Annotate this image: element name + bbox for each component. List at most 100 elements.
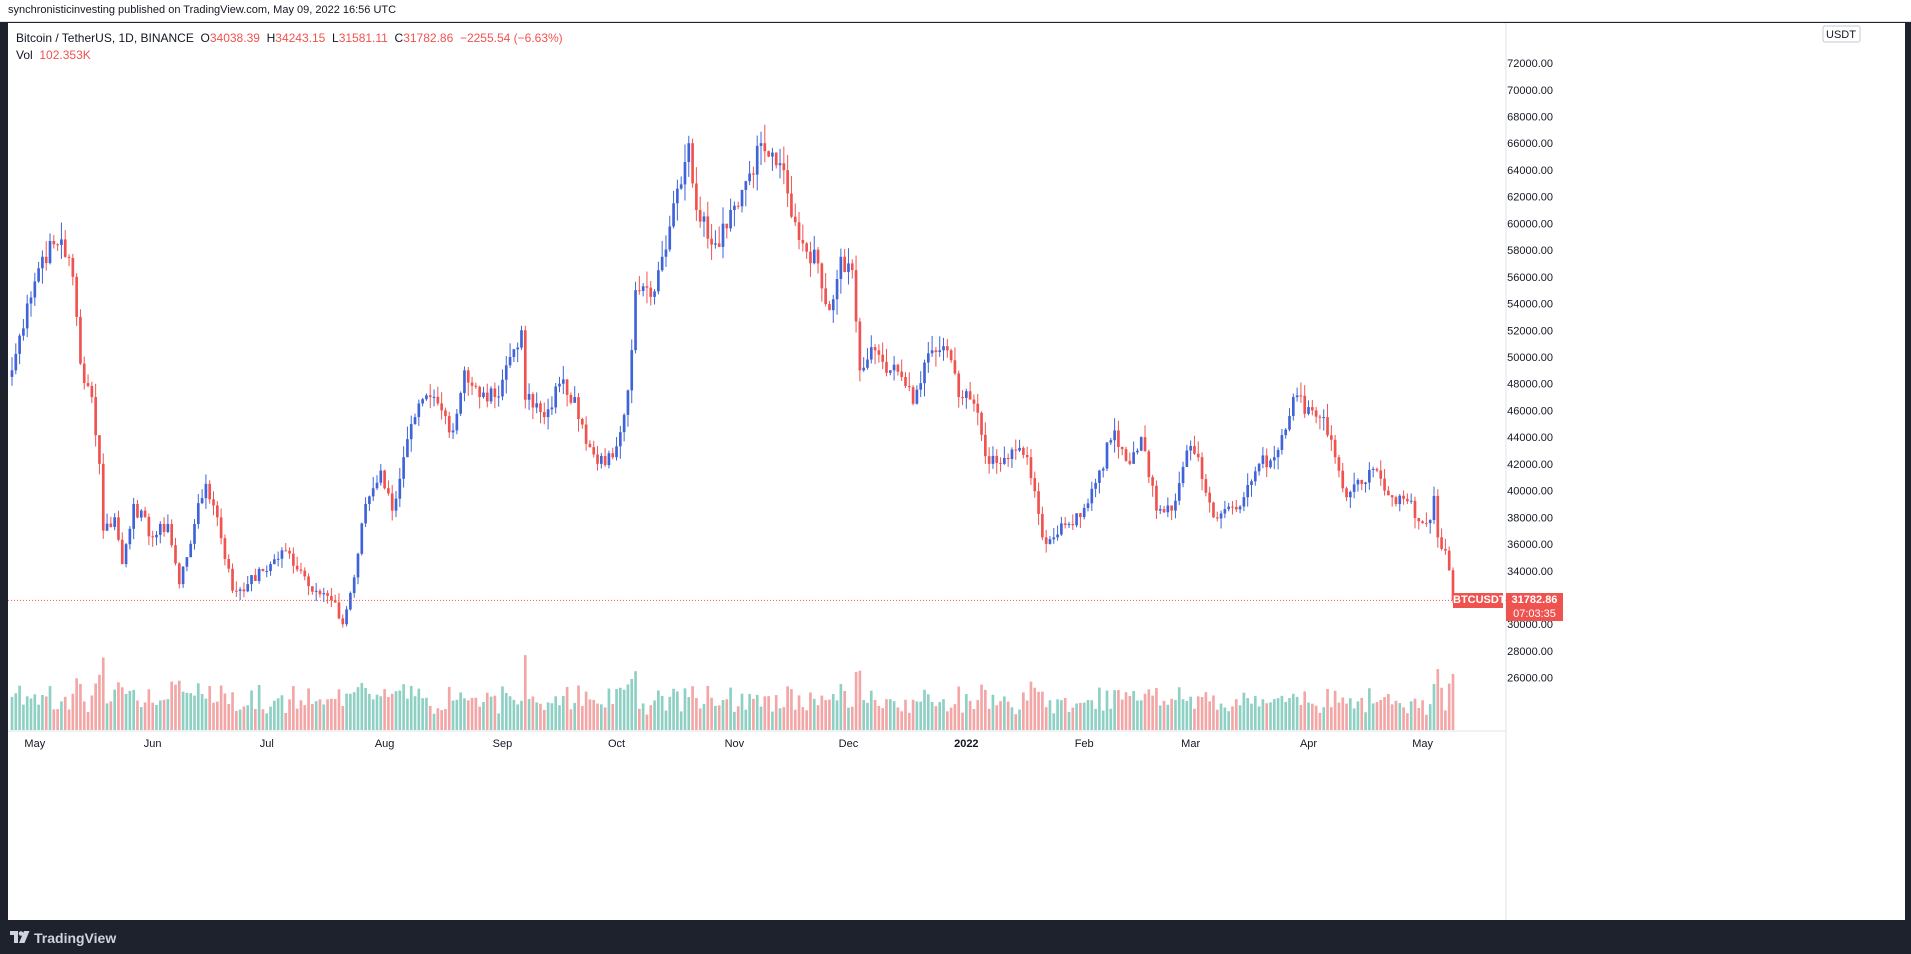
volume-bar xyxy=(162,699,166,730)
candle-body xyxy=(219,517,223,539)
time-tick-label: Aug xyxy=(375,738,395,750)
candle-body xyxy=(82,363,86,384)
symbol-label[interactable]: Bitcoin / TetherUS, 1D, BINANCE xyxy=(16,31,194,45)
candle-body xyxy=(1238,506,1242,510)
candle-body xyxy=(132,503,135,529)
volume-bar xyxy=(1158,705,1162,730)
volume-bar xyxy=(736,706,740,730)
candle-body xyxy=(619,432,622,447)
volume-bar xyxy=(1177,687,1181,730)
volume-bar xyxy=(1025,700,1029,730)
volume-bar xyxy=(1333,690,1337,730)
candle-body xyxy=(649,287,653,297)
candle-body xyxy=(299,569,303,571)
candle-body xyxy=(812,249,816,264)
volume-bar xyxy=(314,701,318,730)
volume-bar xyxy=(687,697,691,730)
volume-bar xyxy=(1303,691,1307,730)
price-tick-label: 66000.00 xyxy=(1507,138,1553,150)
price-axis: 26000.0028000.0030000.0032000.0034000.00… xyxy=(1507,58,1553,685)
volume-bar xyxy=(573,702,577,730)
candle-body xyxy=(1299,395,1303,397)
candle-body xyxy=(1067,523,1071,525)
volume-bar xyxy=(1394,700,1398,730)
candle-body xyxy=(698,210,702,222)
candle-body xyxy=(725,223,729,229)
candle-body xyxy=(1025,454,1029,458)
candle-body xyxy=(790,193,793,217)
candle-body xyxy=(56,244,59,246)
candle-body xyxy=(1166,505,1170,513)
volume-bar xyxy=(763,696,767,730)
price-chart[interactable]: 26000.0028000.0030000.0032000.0034000.00… xyxy=(8,23,1905,920)
volume-bar xyxy=(1181,699,1185,730)
volume-bar xyxy=(1044,707,1048,730)
candle-body xyxy=(839,256,843,279)
candle-body xyxy=(1174,500,1177,511)
volume-bar xyxy=(1018,709,1021,730)
candle-body xyxy=(638,290,641,292)
candle-body xyxy=(1265,455,1269,468)
candle-body xyxy=(10,370,14,377)
candle-body xyxy=(1128,460,1132,464)
currency-badge[interactable]: USDT xyxy=(1826,29,1856,41)
volume-bar xyxy=(619,687,622,730)
footer-brand[interactable]: TradingView xyxy=(34,930,117,946)
volume-bar xyxy=(212,702,215,730)
volume-bar xyxy=(1314,705,1318,730)
volume-bar xyxy=(48,686,52,730)
volume-bar xyxy=(132,689,135,730)
volume-bar xyxy=(638,708,641,730)
volume-bar xyxy=(1132,690,1135,730)
volume-bar xyxy=(1238,705,1242,730)
volume-bar xyxy=(440,710,443,730)
volume-bar xyxy=(177,680,181,730)
volume-bar xyxy=(984,689,987,730)
volume-bar xyxy=(885,699,888,730)
volume-bar xyxy=(436,708,440,730)
candle-body xyxy=(1269,460,1272,468)
candle-body xyxy=(1143,437,1147,452)
candle-body xyxy=(721,223,725,247)
candle-body xyxy=(1345,488,1348,498)
volume-bar xyxy=(261,709,265,730)
volume-bar xyxy=(748,693,751,730)
volume-bar xyxy=(615,688,618,730)
volume-bar xyxy=(744,709,748,730)
candle-body xyxy=(227,558,231,569)
time-tick-label: Feb xyxy=(1075,738,1094,750)
candle-body xyxy=(413,417,417,425)
volume-bar xyxy=(219,685,223,730)
candle-body xyxy=(322,593,326,595)
volume-bar xyxy=(497,713,501,730)
chart-area[interactable]: 26000.0028000.0030000.0032000.0034000.00… xyxy=(8,23,1905,920)
candle-body xyxy=(48,241,52,264)
candle-body xyxy=(447,416,451,433)
volume-bar xyxy=(778,708,782,730)
candle-body xyxy=(763,143,767,152)
volume-bar xyxy=(63,696,67,730)
candle-body xyxy=(1219,513,1223,519)
candle-body xyxy=(938,350,942,353)
volume-bar xyxy=(824,700,827,730)
volume-bar xyxy=(413,696,417,730)
candle-body xyxy=(128,528,132,545)
candle-body xyxy=(755,145,759,175)
candle-body xyxy=(303,570,307,577)
candle-body xyxy=(695,183,698,211)
candle-body xyxy=(923,362,926,384)
candle-body xyxy=(1421,521,1424,524)
volume-bar xyxy=(1291,693,1295,730)
candle-body xyxy=(599,455,603,464)
volume-bar xyxy=(82,701,86,730)
volume-bar xyxy=(428,705,432,730)
last-price-ticker-badge: BTCUSDT xyxy=(1453,593,1506,609)
volume-bar xyxy=(535,702,539,730)
volume-bar xyxy=(1276,698,1280,730)
volume-label[interactable]: Vol xyxy=(16,48,33,62)
volume-bar xyxy=(1098,687,1101,730)
volume-bar xyxy=(554,696,558,730)
volume-bar xyxy=(999,701,1002,730)
candle-body xyxy=(318,590,322,595)
volume-bar xyxy=(67,709,71,730)
